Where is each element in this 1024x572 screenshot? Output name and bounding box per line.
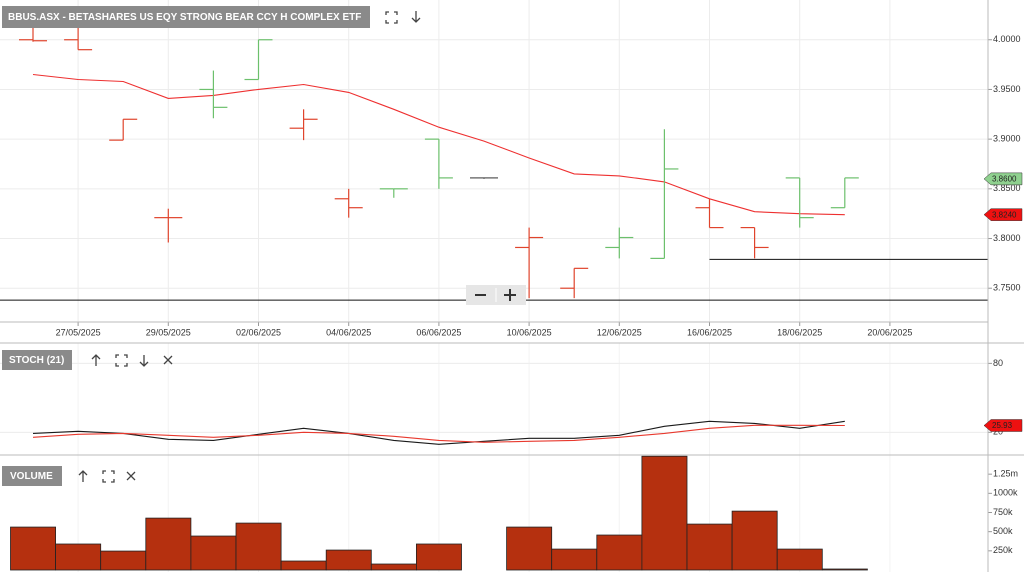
price-tag: [983, 172, 1023, 186]
expand-icon[interactable]: [115, 354, 128, 367]
volume-bar: [55, 543, 102, 571]
close-icon[interactable]: [126, 471, 136, 481]
y-tick-label: 1.25m: [993, 469, 1018, 479]
up-icon[interactable]: [91, 354, 101, 366]
price-tag-label: 3.8240: [992, 210, 1017, 219]
panel-title: VOLUME: [10, 471, 53, 482]
title-box: [2, 6, 370, 28]
x-tick-label: 10/06/2025: [507, 327, 552, 337]
zoom-buttons: [466, 285, 526, 305]
volume-bar: [776, 548, 823, 571]
down-icon[interactable]: [139, 355, 149, 367]
volume-bar: [280, 560, 327, 571]
x-tick-label: 16/06/2025: [687, 327, 732, 337]
volume-bar: [641, 455, 688, 571]
panel-title-box: [2, 350, 72, 370]
volume-bar: [190, 535, 237, 571]
y-tick-label: 4.0000: [993, 34, 1021, 44]
volume-bar: [325, 549, 372, 571]
price-tag: [983, 208, 1023, 221]
y-tick-label: 3.9000: [993, 134, 1021, 144]
y-tick-label: 3.8500: [993, 183, 1021, 193]
volume-bar: [235, 522, 282, 571]
volume-bar: [370, 563, 417, 571]
expand-icon[interactable]: [385, 11, 398, 24]
y-tick-label: 80: [993, 358, 1003, 368]
stoch-line: [32, 424, 845, 443]
chart-title: BBUS.ASX - BETASHARES US EQY STRONG BEAR…: [8, 12, 361, 23]
volume-bar: [821, 568, 868, 571]
volume-bar: [596, 534, 643, 571]
zoom-in[interactable]: [504, 289, 516, 301]
stoch-line: [32, 420, 845, 445]
price-tag: [983, 419, 1023, 432]
tags-layer: 4.0000 3.9500 3.9000 3.8500 3.8000 3.7500 3.86…: [983, 34, 1023, 555]
y-tick-label: 1000k: [993, 488, 1018, 498]
y-tick-label: 500k: [993, 526, 1013, 536]
x-tick-label: 06/06/2025: [416, 327, 461, 337]
x-tick-label: 04/06/2025: [326, 327, 371, 337]
x-tick-label: 18/06/2025: [777, 327, 822, 337]
x-tick-label: 12/06/2025: [597, 327, 642, 337]
expand-icon[interactable]: [102, 470, 115, 483]
volume-bar: [145, 517, 192, 571]
up-icon[interactable]: [78, 470, 88, 482]
x-tick-label: 29/05/2025: [146, 327, 191, 337]
volume-bar: [731, 510, 778, 571]
panel-title-box: [2, 466, 62, 486]
price-tag-label: 25.93: [992, 421, 1013, 430]
close-icon[interactable]: [163, 355, 173, 365]
y-tick-label: 3.9500: [993, 84, 1021, 94]
y-tick-label: 750k: [993, 507, 1013, 517]
price-tag-label: 3.8600: [992, 174, 1017, 183]
volume-bar: [506, 526, 553, 571]
down-icon[interactable]: [411, 11, 421, 23]
volume-bar: [10, 526, 56, 571]
volume-bar: [551, 548, 598, 571]
x-tick-label: 27/05/2025: [56, 327, 101, 337]
y-tick-label: 3.8000: [993, 233, 1021, 243]
volume-bar: [415, 543, 462, 571]
x-tick-label: 02/06/2025: [236, 327, 281, 337]
y-tick-label: 250k: [993, 545, 1013, 555]
panel-title: STOCH (21): [9, 355, 64, 366]
x-tick-label: 20/06/2025: [867, 327, 912, 337]
marks-layer: [0, 27, 988, 571]
volume-bar: [100, 550, 147, 571]
y-tick-label: 3.7500: [993, 283, 1021, 293]
volume-bar: [686, 523, 733, 571]
